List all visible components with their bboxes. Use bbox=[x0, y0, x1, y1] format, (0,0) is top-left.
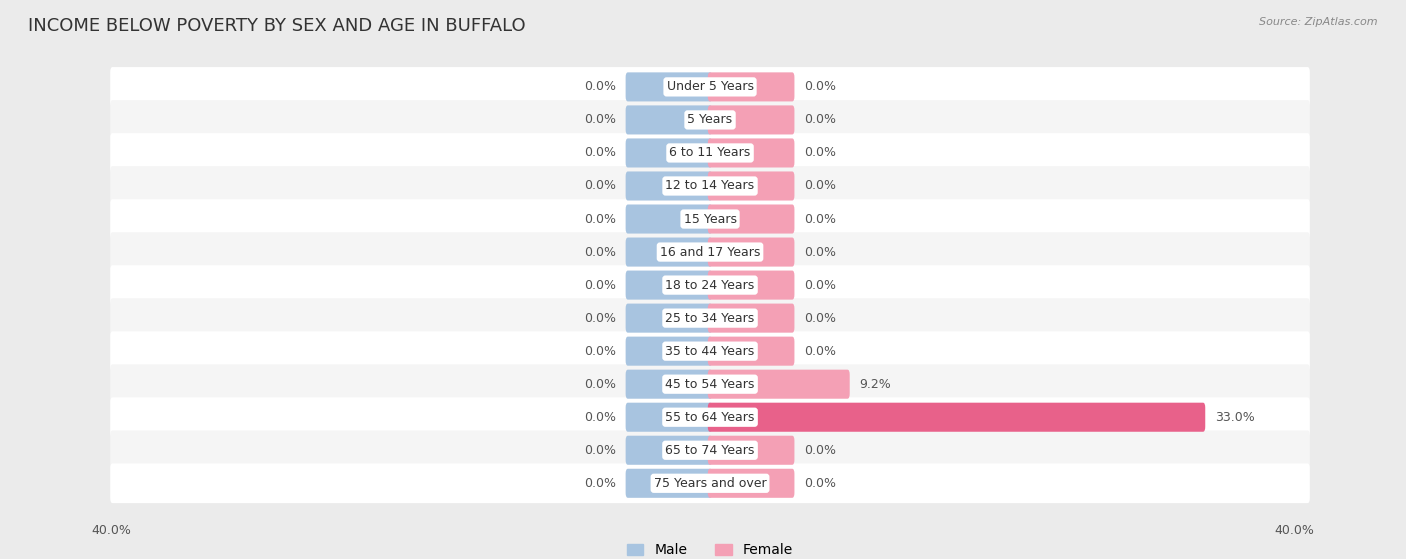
Text: 18 to 24 Years: 18 to 24 Years bbox=[665, 278, 755, 292]
Text: 0.0%: 0.0% bbox=[804, 179, 837, 192]
Text: Under 5 Years: Under 5 Years bbox=[666, 80, 754, 93]
Text: 0.0%: 0.0% bbox=[804, 311, 837, 325]
Text: 0.0%: 0.0% bbox=[804, 477, 837, 490]
Text: 16 and 17 Years: 16 and 17 Years bbox=[659, 245, 761, 259]
FancyBboxPatch shape bbox=[626, 172, 713, 201]
Text: 0.0%: 0.0% bbox=[583, 212, 616, 225]
Text: 0.0%: 0.0% bbox=[583, 113, 616, 126]
Text: 5 Years: 5 Years bbox=[688, 113, 733, 126]
Text: 0.0%: 0.0% bbox=[583, 278, 616, 292]
FancyBboxPatch shape bbox=[707, 205, 794, 234]
Text: 0.0%: 0.0% bbox=[583, 378, 616, 391]
Text: 0.0%: 0.0% bbox=[583, 411, 616, 424]
Text: INCOME BELOW POVERTY BY SEX AND AGE IN BUFFALO: INCOME BELOW POVERTY BY SEX AND AGE IN B… bbox=[28, 17, 526, 35]
Text: 6 to 11 Years: 6 to 11 Years bbox=[669, 146, 751, 159]
Text: 0.0%: 0.0% bbox=[804, 444, 837, 457]
FancyBboxPatch shape bbox=[707, 369, 849, 399]
Text: 25 to 34 Years: 25 to 34 Years bbox=[665, 311, 755, 325]
Text: 35 to 44 Years: 35 to 44 Years bbox=[665, 345, 755, 358]
Text: 65 to 74 Years: 65 to 74 Years bbox=[665, 444, 755, 457]
Text: 0.0%: 0.0% bbox=[804, 245, 837, 259]
FancyBboxPatch shape bbox=[707, 304, 794, 333]
Text: 33.0%: 33.0% bbox=[1215, 411, 1254, 424]
Text: 0.0%: 0.0% bbox=[583, 345, 616, 358]
Text: 0.0%: 0.0% bbox=[804, 146, 837, 159]
FancyBboxPatch shape bbox=[110, 100, 1310, 140]
Text: 55 to 64 Years: 55 to 64 Years bbox=[665, 411, 755, 424]
FancyBboxPatch shape bbox=[110, 133, 1310, 173]
Text: 15 Years: 15 Years bbox=[683, 212, 737, 225]
Text: 0.0%: 0.0% bbox=[804, 80, 837, 93]
FancyBboxPatch shape bbox=[707, 172, 794, 201]
FancyBboxPatch shape bbox=[626, 205, 713, 234]
Text: 0.0%: 0.0% bbox=[804, 113, 837, 126]
FancyBboxPatch shape bbox=[110, 397, 1310, 437]
FancyBboxPatch shape bbox=[707, 337, 794, 366]
FancyBboxPatch shape bbox=[110, 299, 1310, 338]
FancyBboxPatch shape bbox=[626, 139, 713, 168]
FancyBboxPatch shape bbox=[626, 402, 713, 432]
FancyBboxPatch shape bbox=[110, 430, 1310, 470]
FancyBboxPatch shape bbox=[626, 304, 713, 333]
FancyBboxPatch shape bbox=[110, 67, 1310, 107]
FancyBboxPatch shape bbox=[626, 337, 713, 366]
FancyBboxPatch shape bbox=[626, 271, 713, 300]
Text: 0.0%: 0.0% bbox=[583, 80, 616, 93]
FancyBboxPatch shape bbox=[707, 402, 1205, 432]
Text: 40.0%: 40.0% bbox=[1275, 524, 1315, 537]
FancyBboxPatch shape bbox=[110, 199, 1310, 239]
FancyBboxPatch shape bbox=[626, 72, 713, 101]
FancyBboxPatch shape bbox=[707, 72, 794, 101]
FancyBboxPatch shape bbox=[626, 469, 713, 498]
Text: 75 Years and over: 75 Years and over bbox=[654, 477, 766, 490]
Text: 0.0%: 0.0% bbox=[583, 444, 616, 457]
Text: 9.2%: 9.2% bbox=[859, 378, 891, 391]
Text: 0.0%: 0.0% bbox=[583, 311, 616, 325]
FancyBboxPatch shape bbox=[110, 364, 1310, 404]
FancyBboxPatch shape bbox=[110, 166, 1310, 206]
Text: 0.0%: 0.0% bbox=[583, 179, 616, 192]
Text: 40.0%: 40.0% bbox=[91, 524, 131, 537]
FancyBboxPatch shape bbox=[707, 435, 794, 465]
Text: 0.0%: 0.0% bbox=[804, 278, 837, 292]
FancyBboxPatch shape bbox=[626, 106, 713, 135]
Text: 0.0%: 0.0% bbox=[583, 477, 616, 490]
FancyBboxPatch shape bbox=[626, 369, 713, 399]
FancyBboxPatch shape bbox=[626, 435, 713, 465]
Legend: Male, Female: Male, Female bbox=[627, 543, 793, 557]
FancyBboxPatch shape bbox=[110, 232, 1310, 272]
FancyBboxPatch shape bbox=[707, 106, 794, 135]
FancyBboxPatch shape bbox=[707, 139, 794, 168]
Text: 0.0%: 0.0% bbox=[804, 212, 837, 225]
FancyBboxPatch shape bbox=[110, 266, 1310, 305]
FancyBboxPatch shape bbox=[707, 238, 794, 267]
Text: Source: ZipAtlas.com: Source: ZipAtlas.com bbox=[1260, 17, 1378, 27]
FancyBboxPatch shape bbox=[110, 463, 1310, 503]
Text: 12 to 14 Years: 12 to 14 Years bbox=[665, 179, 755, 192]
Text: 0.0%: 0.0% bbox=[583, 245, 616, 259]
Text: 45 to 54 Years: 45 to 54 Years bbox=[665, 378, 755, 391]
FancyBboxPatch shape bbox=[626, 238, 713, 267]
FancyBboxPatch shape bbox=[707, 469, 794, 498]
FancyBboxPatch shape bbox=[110, 331, 1310, 371]
Text: 0.0%: 0.0% bbox=[583, 146, 616, 159]
FancyBboxPatch shape bbox=[707, 271, 794, 300]
Text: 0.0%: 0.0% bbox=[804, 345, 837, 358]
